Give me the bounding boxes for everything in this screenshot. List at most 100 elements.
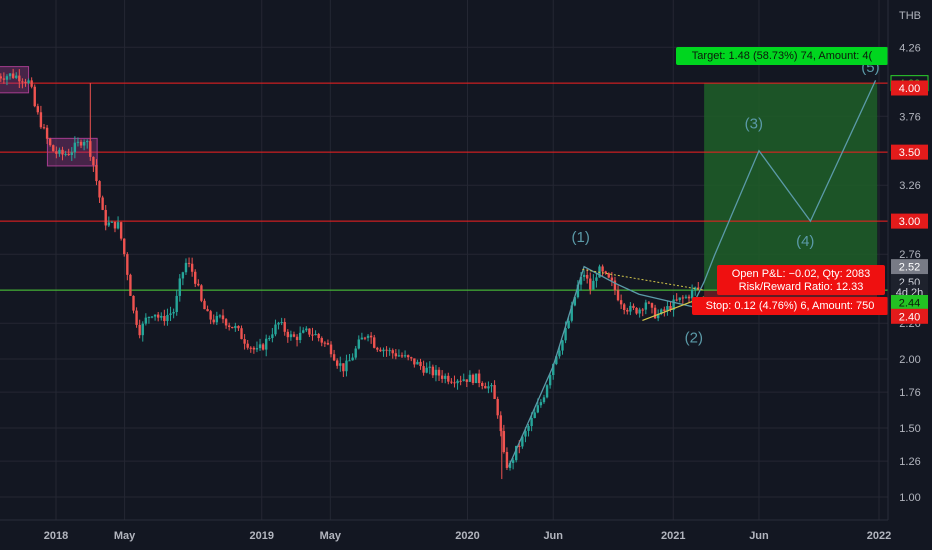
candle-body [601,266,604,272]
wave-label: (4) [796,233,814,250]
candle-body [582,274,586,277]
candle-body [30,80,33,87]
candle-body [681,297,685,299]
currency-label: THB [899,10,921,22]
candle-body [360,337,364,340]
position-zones [704,83,878,299]
candle-body [52,145,55,152]
candle-body [160,315,163,318]
time-axis[interactable] [0,520,932,550]
candle-body [589,278,592,290]
candle-body [237,325,240,329]
candle-body [638,309,641,314]
candle-body [298,332,302,341]
candle-body [150,316,154,318]
candle-body [536,405,539,413]
candle-body [521,436,524,447]
candle-body [555,356,558,365]
candle-body [539,402,543,406]
candle-body [397,355,401,357]
price-axis-tag-text: 2.40 [899,311,920,323]
candle-body [428,366,431,368]
candle-body [493,385,496,399]
candle-body [524,430,527,437]
candle-body [119,222,123,239]
candle-body [277,322,280,325]
candle-body [499,415,502,432]
candle-body [447,375,450,382]
candle-body [70,152,73,156]
candle-body [141,323,144,336]
candle-body [36,106,40,113]
candle-body [382,349,385,352]
price-axis-tag-bg [891,294,928,310]
candle-body [592,280,595,290]
candle-body [89,141,92,157]
candle-body [132,295,135,311]
candle-body [289,334,293,338]
candle-body [107,222,111,226]
candle-body [675,299,678,301]
candle-body [647,302,651,304]
candle-body [138,324,141,336]
candle-body [249,347,252,349]
candle-body [342,363,345,372]
candle-body [280,322,283,324]
price-axis-tag: 2.44 [891,294,928,310]
open-pnl-label-bg [717,265,885,295]
candle-body [468,374,472,382]
candle-body [33,86,36,107]
candle-body [21,81,24,83]
candle-body [697,287,700,289]
candle-body [613,280,617,291]
candle-body [474,373,478,384]
candle-body [11,73,15,78]
time-tick-label: May [114,530,136,542]
target-zone [704,83,878,291]
candle-body [243,339,246,344]
candle-body [660,309,663,314]
candle-body [548,375,552,386]
candle-body [110,221,114,223]
candle-body [422,366,425,373]
candle-body [64,153,67,155]
price-axis-tag-text: 3.50 [899,147,920,159]
candle-body [444,375,447,379]
candle-body [206,309,209,312]
candle-body [292,334,296,337]
candle-body [92,156,95,166]
target-label-bg [676,47,888,65]
candle-body [79,141,83,146]
candle-body [144,317,148,324]
time-tick-label: 2019 [250,530,274,542]
candle-body [255,348,259,350]
candle-body [406,355,410,358]
candle-body [514,445,518,461]
candle-body [385,349,388,351]
candle-body [252,347,256,350]
candle-body [0,76,2,79]
candle-body [573,297,577,306]
candle-body [666,306,669,311]
candle-body [323,342,327,344]
candle-body [567,320,570,329]
candle-body [104,209,107,226]
time-tick-label: Jun [543,530,563,542]
wave-label: (3) [745,116,763,133]
candle-body [82,142,86,146]
candle-body [462,379,465,381]
stop-label: Stop: 0.12 (4.76%) 6, Amount: 750 [692,297,888,315]
candle-body [42,127,46,129]
candle-body [181,272,185,279]
price-axis-tag-text: 3.00 [899,216,920,228]
candle-body [58,149,61,154]
candle-body [616,290,620,301]
candle-body [552,364,555,376]
candle-body [465,379,469,382]
target-label-text: Target: 1.48 (58.73%) 74, Amount: 4( [692,50,873,62]
candle-body [200,285,203,301]
candle-body [431,366,435,376]
